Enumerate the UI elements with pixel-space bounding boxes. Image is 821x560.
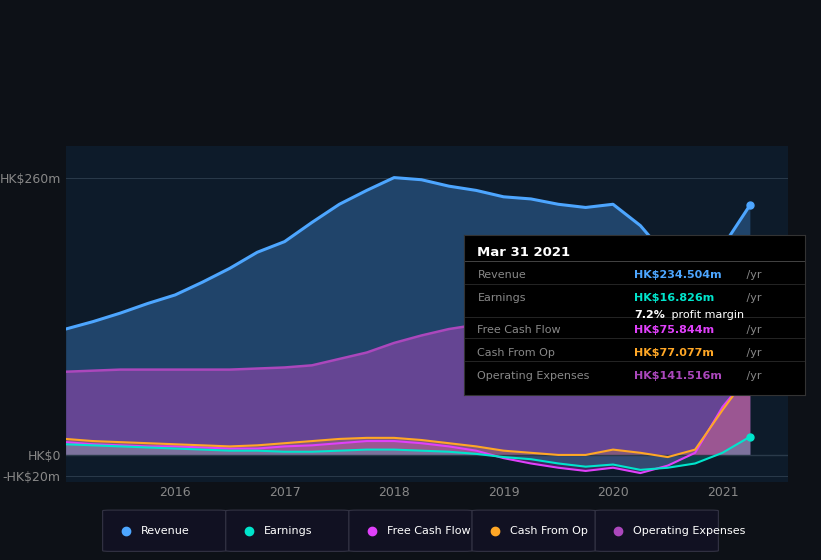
Text: Operating Expenses: Operating Expenses [478,371,589,381]
Text: /yr: /yr [743,293,762,304]
Text: /yr: /yr [743,325,762,335]
Text: Operating Expenses: Operating Expenses [633,526,745,536]
FancyBboxPatch shape [103,510,226,552]
Text: HK$75.844m: HK$75.844m [635,325,714,335]
Text: /yr: /yr [743,348,762,358]
Text: 7.2%: 7.2% [635,310,665,320]
FancyBboxPatch shape [595,510,718,552]
FancyBboxPatch shape [226,510,349,552]
Text: HK$77.077m: HK$77.077m [635,348,714,358]
Text: /yr: /yr [743,270,762,281]
Text: Cash From Op: Cash From Op [478,348,555,358]
Text: Earnings: Earnings [478,293,526,304]
Text: Cash From Op: Cash From Op [510,526,588,536]
Text: Revenue: Revenue [478,270,526,281]
Text: Free Cash Flow: Free Cash Flow [387,526,470,536]
Text: HK$234.504m: HK$234.504m [635,270,722,281]
Text: Mar 31 2021: Mar 31 2021 [478,246,571,259]
Text: HK$141.516m: HK$141.516m [635,371,722,381]
Text: /yr: /yr [743,371,762,381]
FancyBboxPatch shape [349,510,472,552]
Text: Free Cash Flow: Free Cash Flow [478,325,561,335]
FancyBboxPatch shape [472,510,595,552]
Text: Earnings: Earnings [264,526,312,536]
Text: HK$16.826m: HK$16.826m [635,293,714,304]
Text: Revenue: Revenue [140,526,189,536]
Text: profit margin: profit margin [668,310,745,320]
